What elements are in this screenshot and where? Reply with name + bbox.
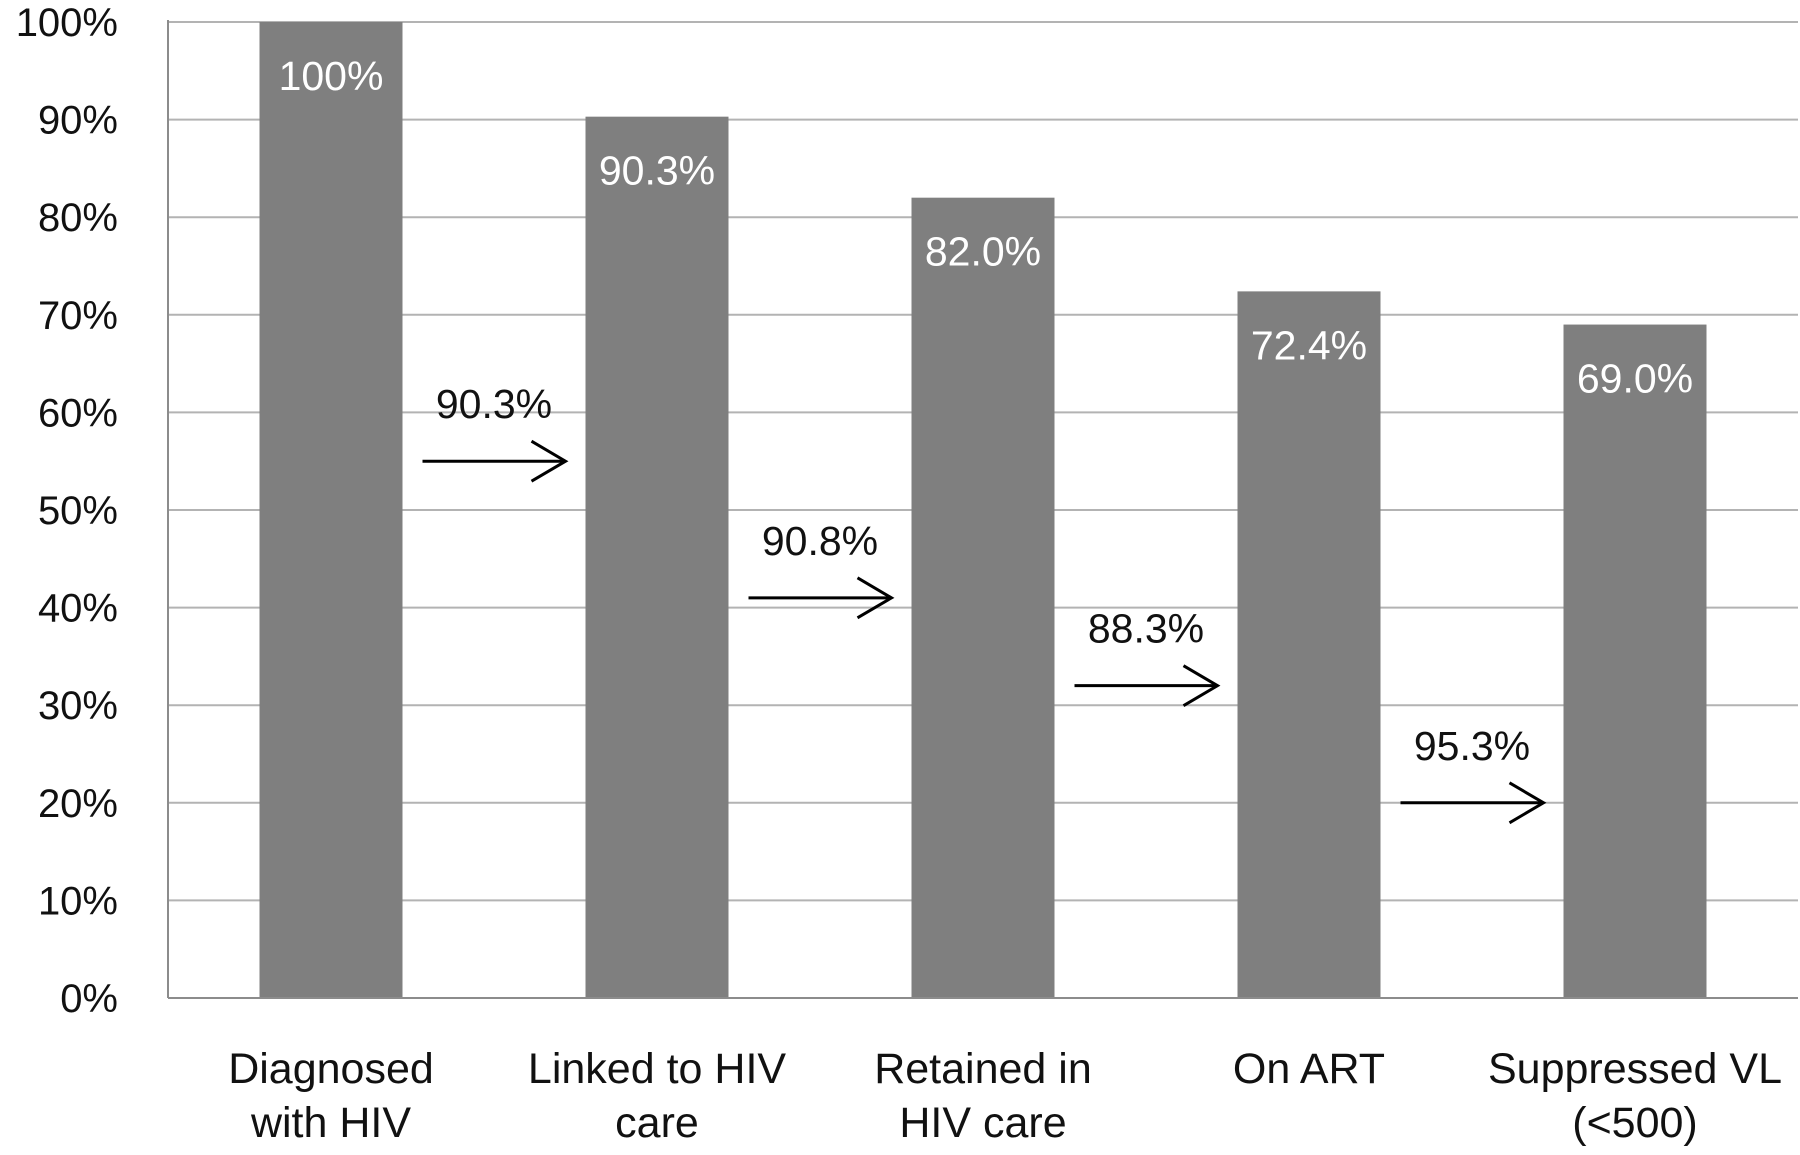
x-category-label-line: HIV care [899, 1099, 1066, 1147]
step-arrow: 90.8% [748, 518, 895, 620]
bar-data-label: 82.0% [925, 229, 1041, 275]
x-category-label: Linked to HIV care [528, 1045, 786, 1147]
y-tick-label: 90% [38, 99, 118, 143]
bar-data-label: 100% [279, 53, 384, 99]
x-category-label-line: (<500) [1572, 1099, 1698, 1147]
step-percentage-label: 88.3% [1088, 606, 1204, 652]
x-axis-category-labels: Diagnosed with HIV Linked to HIV care Retain… [228, 1045, 1782, 1147]
y-tick-label: 0% [60, 977, 118, 1021]
step-percentage-label: 95.3% [1414, 723, 1530, 769]
bar [585, 116, 729, 998]
step-percentage-label: 90.3% [436, 381, 552, 427]
x-category-label: Retained in HIV care [874, 1045, 1092, 1147]
y-tick-label: 70% [38, 294, 118, 338]
step-percentage-label: 90.8% [762, 518, 878, 564]
arrow-head [1182, 664, 1221, 707]
bar [911, 197, 1055, 998]
arrow-head [1508, 781, 1547, 825]
bar-data-label: 69.0% [1577, 356, 1693, 402]
x-category-label-line: On ART [1233, 1045, 1385, 1093]
y-tick-label: 80% [38, 196, 118, 240]
y-axis-tick-labels: 0% 10% 20% 30% 40% 50% 60% 70% 80% 90% 100% [16, 1, 118, 1021]
bar [1563, 324, 1707, 998]
bar [1237, 291, 1381, 999]
x-category-label: On ART [1233, 1045, 1385, 1093]
step-arrow: 95.3% [1400, 723, 1547, 825]
y-tick-label: 50% [38, 489, 118, 533]
x-category-label-line: Suppressed VL [1488, 1045, 1782, 1093]
x-category-label-line: Linked to HIV [528, 1045, 786, 1093]
bar-data-label: 90.3% [599, 148, 715, 194]
x-category-label-line: Diagnosed [228, 1045, 434, 1093]
y-tick-label: 60% [38, 391, 118, 435]
y-tick-label: 40% [38, 587, 118, 631]
step-arrow: 90.3% [422, 381, 569, 483]
x-category-label-line: Retained in [874, 1045, 1092, 1093]
bars: 100% 90.3% 82.0% 72.4% 69.0% [259, 22, 1707, 999]
arrow-head [530, 439, 569, 483]
x-category-label-line: with HIV [250, 1099, 411, 1147]
step-arrow: 88.3% [1074, 606, 1221, 707]
axes [167, 20, 1798, 999]
y-tick-label: 100% [16, 1, 118, 45]
x-category-label: Diagnosed with HIV [228, 1045, 434, 1147]
arrow-head [856, 576, 895, 620]
y-tick-label: 20% [38, 782, 118, 826]
x-category-label: Suppressed VL (<500) [1488, 1045, 1782, 1147]
y-tick-label: 10% [38, 879, 118, 923]
step-annotations: 90.3% 90.8% 88.3% 95.3% [422, 381, 1547, 825]
bar-data-label: 72.4% [1251, 322, 1367, 368]
bar [259, 22, 403, 998]
y-tick-label: 30% [38, 684, 118, 728]
x-category-label-line: care [615, 1099, 699, 1147]
